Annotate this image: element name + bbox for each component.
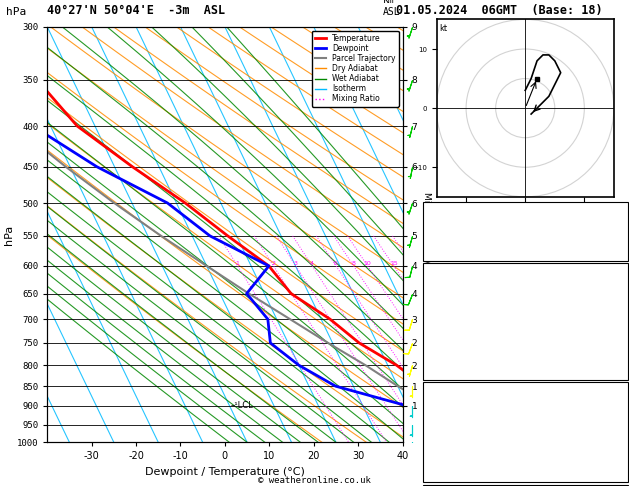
Text: CAPE (J): CAPE (J) bbox=[425, 347, 468, 356]
Text: Totals Totals: Totals Totals bbox=[425, 223, 495, 232]
Text: Surface: Surface bbox=[506, 266, 544, 276]
Text: 11: 11 bbox=[615, 205, 625, 214]
Text: © weatheronline.co.uk: © weatheronline.co.uk bbox=[258, 476, 371, 485]
Text: Dewp (°C): Dewp (°C) bbox=[425, 298, 474, 308]
Text: Lifted Index: Lifted Index bbox=[425, 330, 490, 340]
Text: kt: kt bbox=[440, 24, 448, 33]
Text: 850: 850 bbox=[609, 401, 625, 410]
Text: CAPE (J): CAPE (J) bbox=[425, 449, 468, 458]
Text: K: K bbox=[425, 205, 431, 214]
Text: Lifted Index: Lifted Index bbox=[425, 433, 490, 442]
Text: 01.05.2024  06GMT  (Base: 18): 01.05.2024 06GMT (Base: 18) bbox=[396, 4, 603, 17]
Text: CIN (J): CIN (J) bbox=[425, 465, 463, 474]
Text: 0: 0 bbox=[620, 347, 625, 356]
Text: 0: 0 bbox=[620, 449, 625, 458]
Text: Most Unstable: Most Unstable bbox=[490, 385, 560, 394]
Text: CIN (J): CIN (J) bbox=[425, 363, 463, 372]
Text: 1: 1 bbox=[236, 261, 240, 266]
Text: 10: 10 bbox=[364, 261, 372, 266]
Text: θₑ(K): θₑ(K) bbox=[425, 314, 452, 324]
Y-axis label: Mixing Ratio (g/kg): Mixing Ratio (g/kg) bbox=[422, 191, 431, 278]
Text: 8: 8 bbox=[620, 330, 625, 340]
Text: 3: 3 bbox=[294, 261, 298, 266]
Text: 9.8: 9.8 bbox=[609, 298, 625, 308]
Text: 0: 0 bbox=[620, 465, 625, 474]
Text: 44: 44 bbox=[615, 223, 625, 232]
Text: 309: 309 bbox=[609, 314, 625, 324]
X-axis label: Dewpoint / Temperature (°C): Dewpoint / Temperature (°C) bbox=[145, 467, 305, 477]
Text: km
ASL: km ASL bbox=[382, 0, 400, 17]
Legend: Temperature, Dewpoint, Parcel Trajectory, Dry Adiabat, Wet Adiabat, Isotherm, Mi: Temperature, Dewpoint, Parcel Trajectory… bbox=[311, 31, 399, 106]
Text: 4: 4 bbox=[310, 261, 314, 266]
Text: 15: 15 bbox=[390, 261, 398, 266]
Y-axis label: hPa: hPa bbox=[4, 225, 14, 244]
Text: Pressure (mb): Pressure (mb) bbox=[425, 401, 495, 410]
Text: 16.6: 16.6 bbox=[604, 282, 625, 292]
Text: 8: 8 bbox=[352, 261, 355, 266]
Text: hPa: hPa bbox=[6, 7, 26, 17]
Text: 316: 316 bbox=[609, 417, 625, 426]
Text: 1.52: 1.52 bbox=[604, 242, 625, 251]
Text: Temp (°C): Temp (°C) bbox=[425, 282, 474, 292]
Text: 6: 6 bbox=[334, 261, 338, 266]
Text: θₑ (K): θₑ (K) bbox=[425, 417, 457, 426]
Text: 2: 2 bbox=[272, 261, 276, 266]
Text: 40°27'N 50°04'E  -3m  ASL: 40°27'N 50°04'E -3m ASL bbox=[47, 4, 225, 17]
Text: 0: 0 bbox=[620, 363, 625, 372]
Text: PW (cm): PW (cm) bbox=[425, 242, 463, 251]
Text: 4: 4 bbox=[620, 433, 625, 442]
Text: –¹LCL: –¹LCL bbox=[231, 401, 253, 410]
